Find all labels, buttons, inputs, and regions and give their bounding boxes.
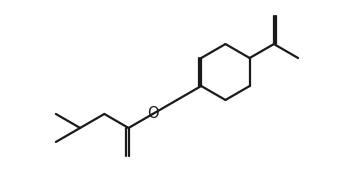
Text: O: O xyxy=(147,106,159,121)
